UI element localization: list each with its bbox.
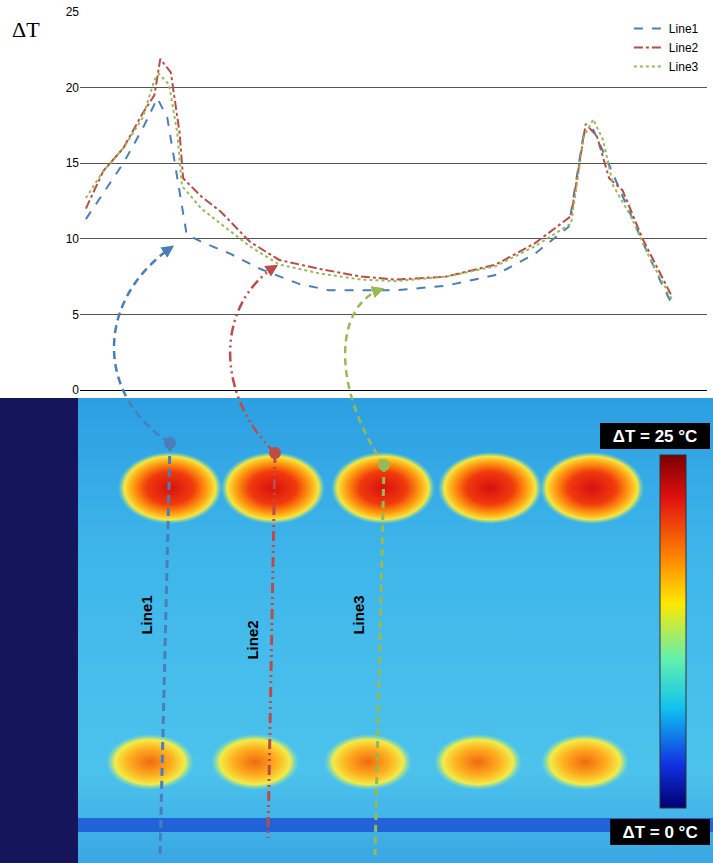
svg-text:Line1: Line1 (138, 595, 155, 634)
svg-text:25: 25 (66, 5, 80, 19)
svg-text:Line2: Line2 (669, 41, 699, 55)
svg-text:10: 10 (66, 232, 80, 246)
svg-text:20: 20 (66, 81, 80, 95)
svg-text:Line3: Line3 (669, 60, 699, 74)
svg-text:ΔT = 0 °C: ΔT = 0 °C (622, 823, 697, 842)
svg-text:ΔT = 25 °C: ΔT = 25 °C (613, 427, 698, 446)
svg-text:Line3: Line3 (350, 595, 367, 634)
svg-text:0: 0 (72, 383, 79, 397)
svg-text:15: 15 (66, 156, 80, 170)
svg-text:ΔT: ΔT (12, 17, 40, 42)
svg-text:Line1: Line1 (669, 22, 699, 36)
svg-text:5: 5 (72, 308, 79, 322)
svg-text:Line2: Line2 (244, 620, 261, 659)
